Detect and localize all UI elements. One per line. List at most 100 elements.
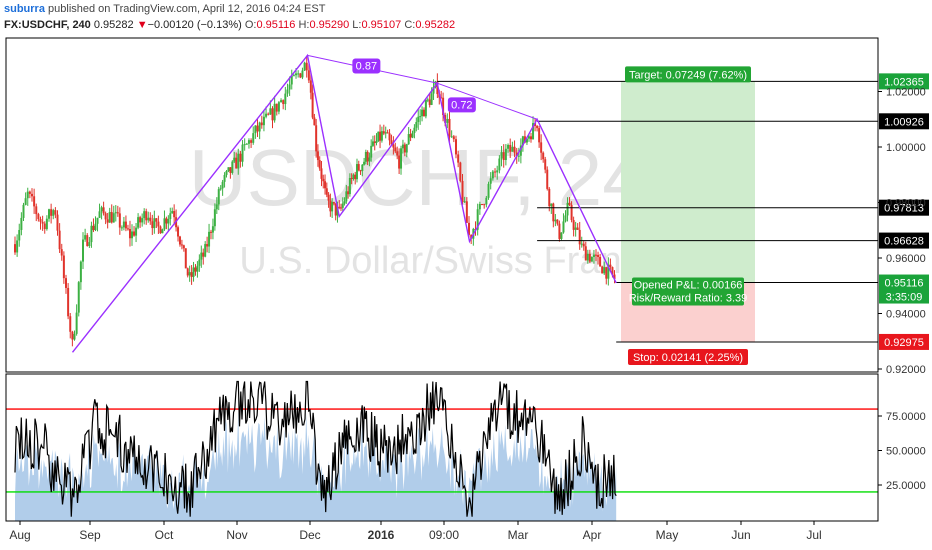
level-price-text: 0.96628 — [884, 236, 924, 248]
symbol-label[interactable]: FX:USDCHF, 240 — [4, 19, 91, 31]
watermark-title: USDCHF, 240 — [189, 133, 691, 222]
rsi-tick-label: 25.0000 — [886, 480, 926, 492]
candle-body — [18, 229, 21, 241]
candle-body — [233, 157, 236, 162]
candle-body — [208, 231, 211, 247]
candle-body — [50, 209, 53, 216]
rsi-tick-label: 50.0000 — [886, 446, 926, 458]
candle-body — [126, 228, 129, 230]
candle-body — [173, 211, 176, 218]
candle-body — [509, 144, 512, 152]
candle-body — [599, 256, 602, 267]
candle-body — [73, 333, 76, 340]
last-price: 0.95282 — [93, 19, 134, 31]
candle-body — [394, 147, 397, 152]
candle-body — [65, 278, 67, 288]
candle-body — [45, 218, 48, 230]
candle-body — [184, 248, 187, 269]
candle-body — [54, 210, 57, 215]
chart-frame — [5, 37, 879, 522]
candle-body — [498, 158, 501, 171]
time-tick-label: May — [656, 528, 679, 542]
candle-body — [517, 155, 520, 157]
candle-body — [98, 211, 101, 218]
candle-body — [149, 217, 152, 222]
candle-body — [37, 214, 40, 220]
candle-body — [16, 240, 19, 253]
time-axis[interactable]: Aug Sep Oct Nov Dec 2016 09:00 Mar Apr May Jun Jul — [9, 521, 822, 542]
candle-body — [250, 140, 253, 143]
candle-body — [188, 272, 191, 276]
candle-body — [483, 204, 486, 206]
chart-header: suburra published on TradingView.com, Ap… — [0, 0, 932, 36]
candle-body — [280, 100, 283, 103]
candle-body — [110, 212, 113, 223]
candle-body — [151, 221, 154, 229]
candle-body — [613, 274, 616, 279]
candle-body — [532, 123, 535, 140]
candle-body — [254, 125, 257, 134]
candle-body — [409, 134, 412, 138]
candle-body — [75, 312, 78, 334]
candle-body — [350, 177, 353, 179]
time-tick-label: Apr — [583, 528, 602, 542]
candle-body — [260, 122, 263, 126]
candle-body — [534, 123, 537, 127]
candle-body — [295, 73, 298, 76]
candle-body — [542, 152, 545, 160]
candle-body — [538, 128, 541, 143]
low-value: 0.95107 — [361, 19, 402, 31]
candle-body — [597, 254, 600, 257]
level-price-text: 0.97813 — [884, 203, 924, 215]
price-levels: 1.02365 1.00926 0.97813 0.96628 0.95116 0.929… — [437, 73, 929, 350]
candle-body — [386, 132, 389, 134]
candle-body — [331, 202, 334, 212]
candle-body — [277, 102, 280, 112]
candle-body — [303, 62, 306, 71]
time-tick-label: Mar — [508, 528, 529, 542]
candle-body — [217, 189, 220, 205]
candle-body — [252, 133, 255, 143]
author-link[interactable]: suburra — [4, 3, 45, 15]
candle-body — [413, 127, 416, 133]
candle-body — [14, 244, 16, 253]
candle-body — [415, 122, 418, 128]
rsi-line — [14, 380, 617, 517]
candle-body — [100, 207, 103, 212]
candle-body — [419, 116, 422, 118]
candle-body — [194, 267, 197, 272]
candle-body — [297, 73, 300, 75]
level-price-tag — [879, 199, 929, 216]
candle-body — [52, 210, 55, 216]
candle-body — [307, 70, 310, 81]
candle-body — [388, 133, 391, 141]
candle-body — [375, 141, 378, 143]
candle-body — [496, 170, 499, 173]
candle-body — [450, 136, 453, 138]
candle-body — [502, 152, 505, 160]
candle-body — [58, 230, 61, 250]
level-price-text: 1.00926 — [884, 116, 924, 128]
countdown-text: 3:35:09 — [886, 292, 923, 304]
harmonic-pattern[interactable]: 0.87 0.72 — [71, 53, 617, 353]
rsi-indicator — [6, 380, 878, 517]
pattern-ratio-line — [437, 82, 538, 120]
candle-body — [398, 155, 401, 169]
candle-body — [247, 140, 250, 144]
candle-body — [478, 203, 481, 210]
candle-body — [554, 219, 557, 222]
candle-body — [88, 242, 91, 247]
candle-body — [607, 264, 610, 279]
candle-body — [494, 171, 497, 173]
candle-body — [219, 188, 222, 190]
candle-body — [147, 217, 150, 221]
candle-body — [332, 202, 335, 204]
candle-body — [104, 213, 107, 220]
price-axis[interactable]: 1.02000 1.00000 0.98000 0.96000 0.94000 0.920… — [878, 87, 926, 493]
candle-body — [267, 113, 270, 115]
candle-body — [206, 244, 209, 247]
candle-body — [481, 203, 484, 205]
candle-body — [601, 266, 604, 274]
candle-body — [309, 80, 312, 93]
